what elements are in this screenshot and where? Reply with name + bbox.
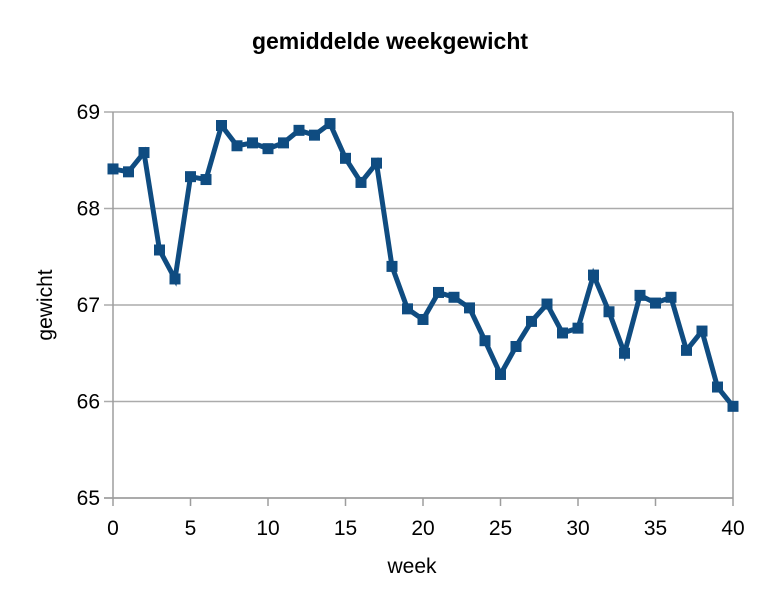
- data-point-marker: [681, 344, 692, 356]
- data-point-marker: [433, 286, 444, 298]
- x-tick-label: 0: [107, 517, 119, 540]
- x-tick-label: 5: [185, 517, 197, 540]
- data-point-marker: [371, 157, 382, 169]
- x-tick-label: 25: [489, 517, 512, 540]
- data-point-marker: [247, 137, 258, 149]
- data-point-marker: [262, 143, 274, 155]
- data-point-marker: [278, 137, 289, 149]
- data-point-marker: [185, 171, 196, 183]
- y-tick-label: 65: [77, 487, 100, 510]
- data-point-marker: [355, 176, 367, 188]
- data-point-marker: [479, 335, 491, 347]
- data-point-marker: [216, 120, 227, 132]
- data-point-marker: [200, 174, 212, 186]
- data-point-marker: [138, 147, 150, 159]
- data-point-marker: [665, 291, 677, 303]
- data-point-marker: [417, 313, 429, 325]
- data-point-marker: [696, 325, 708, 337]
- data-point-marker: [557, 327, 568, 339]
- data-point-marker: [154, 244, 165, 256]
- y-tick-label: 66: [77, 391, 100, 414]
- x-tick-label: 10: [256, 517, 279, 540]
- y-tick-label: 69: [77, 101, 100, 124]
- data-point-marker: [324, 118, 336, 130]
- data-point-marker: [309, 129, 320, 141]
- data-point-marker: [541, 298, 553, 310]
- y-tick-label: 68: [77, 198, 100, 221]
- data-point-marker: [107, 163, 119, 175]
- data-point-marker: [572, 322, 584, 334]
- data-point-marker: [495, 368, 506, 380]
- data-point-marker: [510, 340, 522, 352]
- y-tick-label: 67: [77, 294, 100, 317]
- data-point-marker: [619, 347, 630, 359]
- x-tick-label: 40: [721, 517, 744, 540]
- data-point-marker: [526, 315, 537, 327]
- data-point-marker: [386, 260, 398, 272]
- data-point-marker: [588, 269, 599, 281]
- data-point-marker: [727, 400, 739, 412]
- series-line: [112, 119, 735, 408]
- chart-title: gemiddelde weekgewicht: [251, 28, 529, 54]
- data-point-marker: [634, 289, 646, 301]
- data-point-marker: [293, 124, 305, 136]
- x-tick-label: 15: [334, 517, 357, 540]
- data-point-marker: [650, 297, 661, 309]
- x-tick-label: 20: [411, 517, 434, 540]
- data-point-marker: [712, 381, 723, 393]
- data-point-marker: [448, 291, 460, 303]
- data-point-marker: [464, 302, 475, 314]
- data-point-marker: [169, 273, 181, 285]
- data-point-marker: [603, 306, 615, 318]
- x-axis-title: week: [387, 555, 437, 578]
- x-tick-label: 35: [644, 517, 667, 540]
- x-tick-label: 30: [566, 517, 589, 540]
- data-point-marker: [231, 140, 243, 152]
- data-point-marker: [402, 303, 413, 315]
- data-point-marker: [340, 152, 351, 164]
- data-point-marker: [123, 166, 134, 178]
